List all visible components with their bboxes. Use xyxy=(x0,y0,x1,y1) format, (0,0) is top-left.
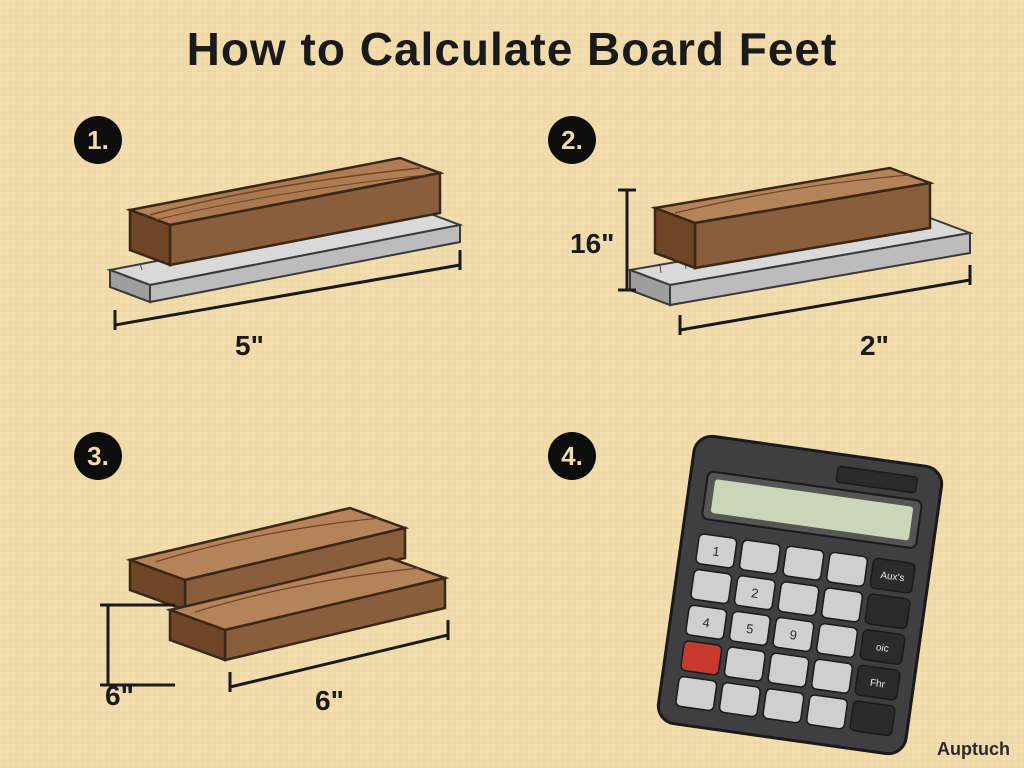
dim-left xyxy=(100,605,175,685)
page-title: How to Calculate Board Feet xyxy=(0,22,1024,76)
infographic-canvas: How to Calculate Board Feet 1. 2. 3. 4. xyxy=(0,0,1024,768)
svg-text:Fhr: Fhr xyxy=(869,678,886,691)
panel-1-bottom-label: 5" xyxy=(235,330,264,362)
panel-2-bottom-label: 2" xyxy=(860,330,889,362)
panel-2-illustration xyxy=(560,130,1000,410)
panel-3-bottom-label: 6" xyxy=(315,685,344,717)
watermark: Auptuch xyxy=(937,739,1010,760)
calculator-illustration: 1 Aux's 2 4 5 9 oic xyxy=(620,430,980,760)
panel-3-left-label: 6" xyxy=(105,680,134,712)
panel-1-illustration xyxy=(60,130,500,410)
svg-text:oic: oic xyxy=(875,642,889,655)
panel-2-left-label: 16" xyxy=(570,228,614,260)
step-4-badge: 4. xyxy=(548,432,596,480)
